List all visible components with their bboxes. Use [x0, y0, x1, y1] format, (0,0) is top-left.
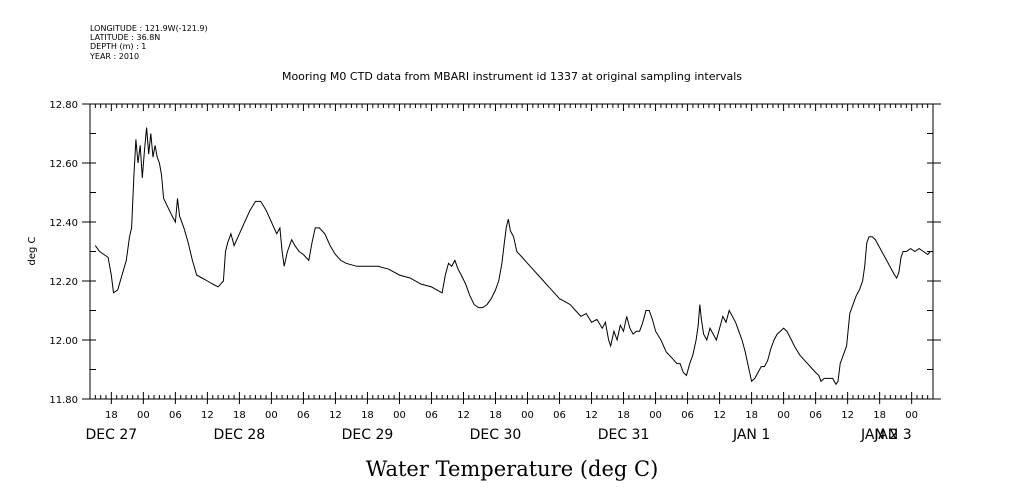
y-tick-label: 12.20	[49, 277, 78, 288]
series-line-water-temperature	[94, 127, 931, 386]
x-hour-label: 06	[169, 410, 182, 421]
x-hour-label: 12	[329, 410, 342, 421]
x-axis-ticks	[89, 104, 934, 404]
x-axis-label: Water Temperature (deg C)	[366, 457, 659, 481]
y-axis-ticks: 12.80 12.60 12.40 12.20 12.00 11.80	[49, 100, 941, 406]
x-hour-label: 12	[201, 410, 214, 421]
meta-depth: DEPTH (m) : 1	[90, 42, 146, 51]
meta-longitude: LONGITUDE : 121.9W(-121.9)	[90, 24, 208, 33]
y-tick-label: 12.80	[49, 100, 78, 111]
meta-latitude: LATITUDE : 36.8N	[90, 33, 160, 42]
x-hour-label: 18	[233, 410, 246, 421]
x-day-label: DEC 28	[214, 427, 266, 443]
x-hour-label: 18	[489, 410, 502, 421]
x-hour-label: 00	[905, 410, 918, 421]
plot-frame	[89, 103, 934, 400]
x-hour-label: 00	[521, 410, 534, 421]
x-hour-label: 06	[553, 410, 566, 421]
meta-year: YEAR : 2010	[89, 52, 139, 61]
x-hour-label: 00	[265, 410, 278, 421]
x-day-label: DEC 29	[342, 427, 394, 443]
x-day-label: JAN 3	[873, 427, 911, 443]
x-hour-label: 18	[745, 410, 758, 421]
x-day-label: DEC 27	[86, 427, 138, 443]
x-hour-labels: 18 00 06 12 18 00 06 12 18 00 06 12 18 00 06 12 18 00 06 12…	[105, 410, 918, 421]
x-hour-label: 06	[297, 410, 310, 421]
x-hour-label: 06	[809, 410, 822, 421]
x-hour-label: 12	[585, 410, 598, 421]
y-axis-label: deg C	[27, 236, 38, 265]
x-hour-label: 18	[361, 410, 374, 421]
x-hour-label: 00	[137, 410, 150, 421]
x-hour-label: 18	[617, 410, 630, 421]
x-hour-label: 12	[841, 410, 854, 421]
x-hour-label: 00	[393, 410, 406, 421]
x-hour-label: 00	[777, 410, 790, 421]
x-day-label: JAN 1	[732, 427, 770, 443]
x-day-labels: DEC 27 DEC 28 DEC 29 DEC 30 DEC 31 JAN 1 JAN 2…	[86, 427, 912, 443]
y-tick-label: 12.60	[49, 159, 78, 170]
x-hour-label: 18	[105, 410, 118, 421]
x-hour-label: 06	[681, 410, 694, 421]
y-tick-label: 12.00	[49, 336, 78, 347]
x-hour-label: 06	[425, 410, 438, 421]
x-day-label: DEC 31	[598, 427, 650, 443]
x-hour-label: 18	[873, 410, 886, 421]
y-tick-label: 11.80	[49, 395, 78, 406]
chart-title: Mooring M0 CTD data from MBARI instrumen…	[282, 70, 742, 83]
y-tick-label: 12.40	[49, 218, 78, 229]
x-hour-label: 00	[649, 410, 662, 421]
x-day-label: DEC 30	[470, 427, 522, 443]
x-hour-label: 12	[457, 410, 470, 421]
x-day-label: JAN 2	[860, 427, 898, 443]
x-hour-label: 12	[713, 410, 726, 421]
